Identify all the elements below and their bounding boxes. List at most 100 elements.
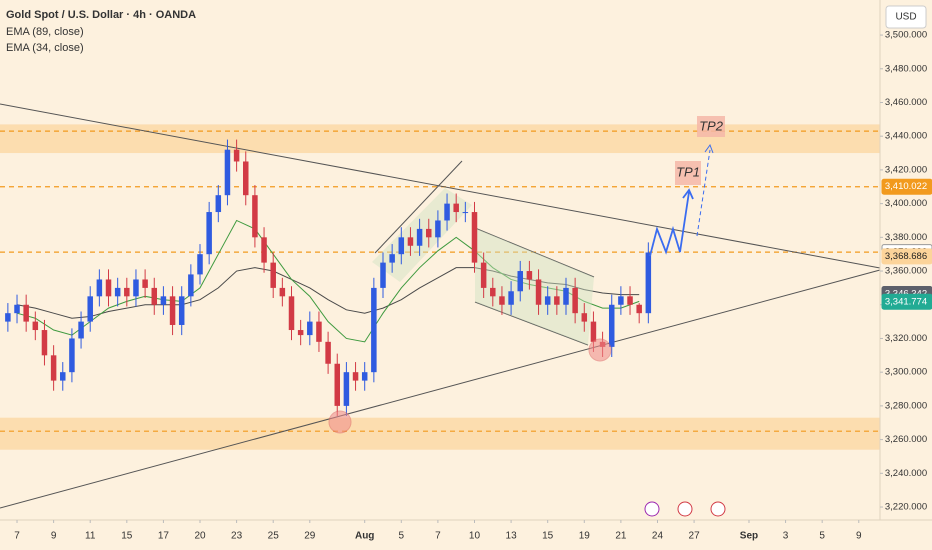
candle-body [188, 274, 194, 297]
candle-body [645, 252, 652, 314]
candle-body [105, 279, 112, 297]
candle-body [444, 203, 450, 221]
candle-body [297, 330, 304, 336]
candle-body [160, 296, 167, 305]
candle-body [23, 304, 29, 322]
y-tick-label: 3,300.000 [885, 367, 927, 378]
candle-body [490, 287, 496, 297]
x-tick-label: 15 [121, 531, 133, 542]
candle-body [334, 363, 341, 406]
candle-body [608, 304, 615, 347]
ema-line [16, 219, 640, 343]
x-tick-label: 3 [783, 531, 789, 542]
candle-body [380, 262, 386, 288]
candle-body [243, 161, 249, 196]
candle-body [352, 372, 359, 381]
candle-body [435, 220, 441, 238]
candle-body [261, 237, 267, 263]
projection-arrow [682, 188, 694, 200]
price-label: 3,368.686 [885, 251, 927, 262]
channel-fill [475, 228, 594, 345]
x-tick-label: 5 [399, 531, 405, 542]
candle-body [151, 287, 158, 305]
x-tick-label: 7 [14, 531, 20, 542]
candle-body [636, 304, 642, 314]
candle-body [563, 287, 569, 305]
ascending-trendline [0, 269, 881, 509]
tp2-box [697, 116, 725, 137]
y-tick-label: 3,500.000 [885, 30, 927, 41]
candle-body [526, 271, 533, 280]
candle-body [87, 296, 93, 322]
low-marker [328, 410, 352, 434]
x-tick-label: 5 [819, 531, 825, 542]
candle-body [215, 195, 222, 213]
legend-entry: EMA (34, close) [6, 42, 84, 54]
symbol-title: Gold Spot / U.S. Dollar · 4h · OANDA [6, 9, 196, 21]
candle-body [32, 321, 39, 331]
candle-body [535, 279, 542, 305]
zone [0, 417, 880, 450]
price-label: 3,341.774 [885, 296, 927, 307]
currency[interactable]: USD [895, 12, 916, 23]
candle-body [41, 330, 48, 356]
ema-line [16, 267, 640, 319]
x-tick-label: 24 [652, 531, 664, 542]
candle-body [407, 237, 414, 246]
currency-box[interactable] [885, 5, 927, 29]
candle-body [69, 338, 75, 373]
descending-trendline [0, 103, 881, 269]
candle-body [471, 212, 478, 263]
event-icon [710, 501, 726, 517]
candle-body [618, 296, 624, 305]
x-tick-label: 21 [615, 531, 627, 542]
x-tick-label: 13 [506, 531, 518, 542]
candle-body [627, 296, 633, 305]
candle-body [590, 321, 597, 342]
tp1-box [675, 161, 701, 185]
flag-line [374, 160, 463, 254]
x-tick-label: 23 [231, 531, 243, 542]
candle-body [178, 296, 185, 325]
candle-body [96, 279, 103, 297]
x-tick-label: 25 [268, 531, 280, 542]
candle-body [169, 296, 176, 325]
y-tick-label: 3,420.000 [885, 164, 927, 175]
candle-body [316, 321, 322, 342]
y-tick-label: 3,280.000 [885, 400, 927, 411]
trend-lines [0, 103, 881, 509]
y-tick-label: 3,220.000 [885, 502, 927, 513]
low-marker [588, 338, 612, 362]
candle-body [233, 149, 240, 162]
y-tick-label: 3,360.000 [885, 266, 927, 277]
y-tick-label: 3,480.000 [885, 63, 927, 74]
x-tick-label: 9 [51, 531, 57, 542]
price-label-box [881, 293, 932, 310]
x-tick-label: 15 [542, 531, 554, 542]
candle-body [361, 372, 368, 381]
candle-body [325, 341, 331, 364]
candle-body [124, 287, 130, 297]
candle-body [50, 355, 57, 381]
x-tick-label: Sep [740, 531, 758, 542]
annotation: TP1 [676, 164, 700, 179]
candle-body [197, 254, 203, 275]
candle-body [279, 287, 286, 297]
x-tick-label: 10 [469, 531, 481, 542]
candle-body [252, 195, 258, 238]
price-label: 3,410.022 [885, 181, 927, 192]
price-label-box [881, 248, 932, 265]
x-tick-label: Aug [355, 531, 374, 542]
candle-body [425, 228, 432, 238]
y-tick-label: 3,320.000 [885, 333, 927, 344]
event-icon [677, 501, 693, 517]
annotation: TP2 [699, 118, 724, 133]
event-icon [644, 501, 660, 517]
candle-body [480, 262, 487, 288]
x-tick-label: 27 [689, 531, 701, 542]
candle-body [398, 237, 405, 255]
candle-body [554, 296, 560, 305]
candle-body [343, 372, 350, 406]
